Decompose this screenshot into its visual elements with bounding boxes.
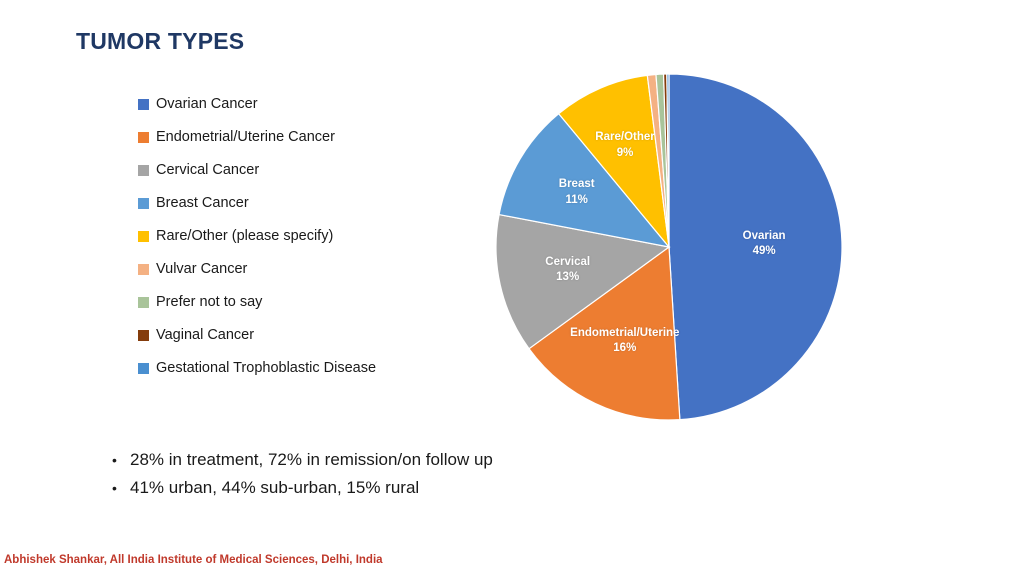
legend-swatch-icon — [138, 165, 149, 176]
summary-bullets: • 28% in treatment, 72% in remission/on … — [112, 450, 812, 506]
bullet-marker-icon: • — [112, 480, 117, 496]
legend-item-ovarian-cancer[interactable]: Ovarian Cancer — [138, 88, 478, 121]
legend-item-label: Vulvar Cancer — [156, 261, 248, 278]
bullet-item: • 28% in treatment, 72% in remission/on … — [112, 450, 812, 470]
pie-svg — [495, 73, 843, 421]
chart-legend: Ovarian Cancer Endometrial/Uterine Cance… — [138, 88, 478, 385]
legend-swatch-icon — [138, 99, 149, 110]
legend-item-label: Rare/Other (please specify) — [156, 228, 334, 245]
bullet-text: 28% in treatment, 72% in remission/on fo… — [130, 450, 493, 469]
legend-item-vulvar-cancer[interactable]: Vulvar Cancer — [138, 253, 478, 286]
legend-item-label: Ovarian Cancer — [156, 96, 258, 113]
legend-item-prefer-not-to-say[interactable]: Prefer not to say — [138, 286, 478, 319]
legend-swatch-icon — [138, 132, 149, 143]
pie-slice — [668, 73, 843, 421]
footer-attribution: Abhishek Shankar, All India Institute of… — [4, 554, 383, 566]
legend-item-label: Breast Cancer — [156, 195, 249, 212]
legend-swatch-icon — [138, 297, 149, 308]
legend-item-label: Endometrial/Uterine Cancer — [156, 129, 335, 146]
bullet-item: • 41% urban, 44% sub-urban, 15% rural — [112, 478, 812, 498]
legend-item-cervical-cancer[interactable]: Cervical Cancer — [138, 154, 478, 187]
pie-slice — [495, 213, 671, 350]
pie-slice — [528, 245, 681, 421]
legend-swatch-icon — [138, 264, 149, 275]
pie-graphic: Ovarian 49% Endometrial/Uterine 16% Cerv… — [494, 72, 844, 422]
pie-slice — [498, 112, 671, 248]
legend-item-vaginal-cancer[interactable]: Vaginal Cancer — [138, 319, 478, 352]
legend-swatch-icon — [138, 330, 149, 341]
legend-swatch-icon — [138, 198, 149, 209]
tumor-types-pie-chart: Ovarian 49% Endometrial/Uterine 16% Cerv… — [494, 60, 854, 438]
page-title: TUMOR TYPES — [76, 28, 245, 54]
legend-item-label: Cervical Cancer — [156, 162, 260, 179]
legend-item-endometrial-uterine-cancer[interactable]: Endometrial/Uterine Cancer — [138, 121, 478, 154]
legend-swatch-icon — [138, 363, 149, 374]
legend-swatch-icon — [138, 231, 149, 242]
legend-item-label: Prefer not to say — [156, 294, 263, 311]
pie-slice — [557, 74, 670, 249]
legend-item-rare-other[interactable]: Rare/Other (please specify) — [138, 220, 478, 253]
legend-item-breast-cancer[interactable]: Breast Cancer — [138, 187, 478, 220]
pie-slice — [666, 73, 670, 248]
legend-item-gestational-trophoblastic-disease[interactable]: Gestational Trophoblastic Disease — [138, 352, 478, 385]
legend-item-label: Gestational Trophoblastic Disease — [156, 360, 377, 377]
bullet-text: 41% urban, 44% sub-urban, 15% rural — [130, 478, 420, 497]
legend-item-label: Vaginal Cancer — [156, 327, 255, 344]
bullet-marker-icon: • — [112, 452, 117, 468]
